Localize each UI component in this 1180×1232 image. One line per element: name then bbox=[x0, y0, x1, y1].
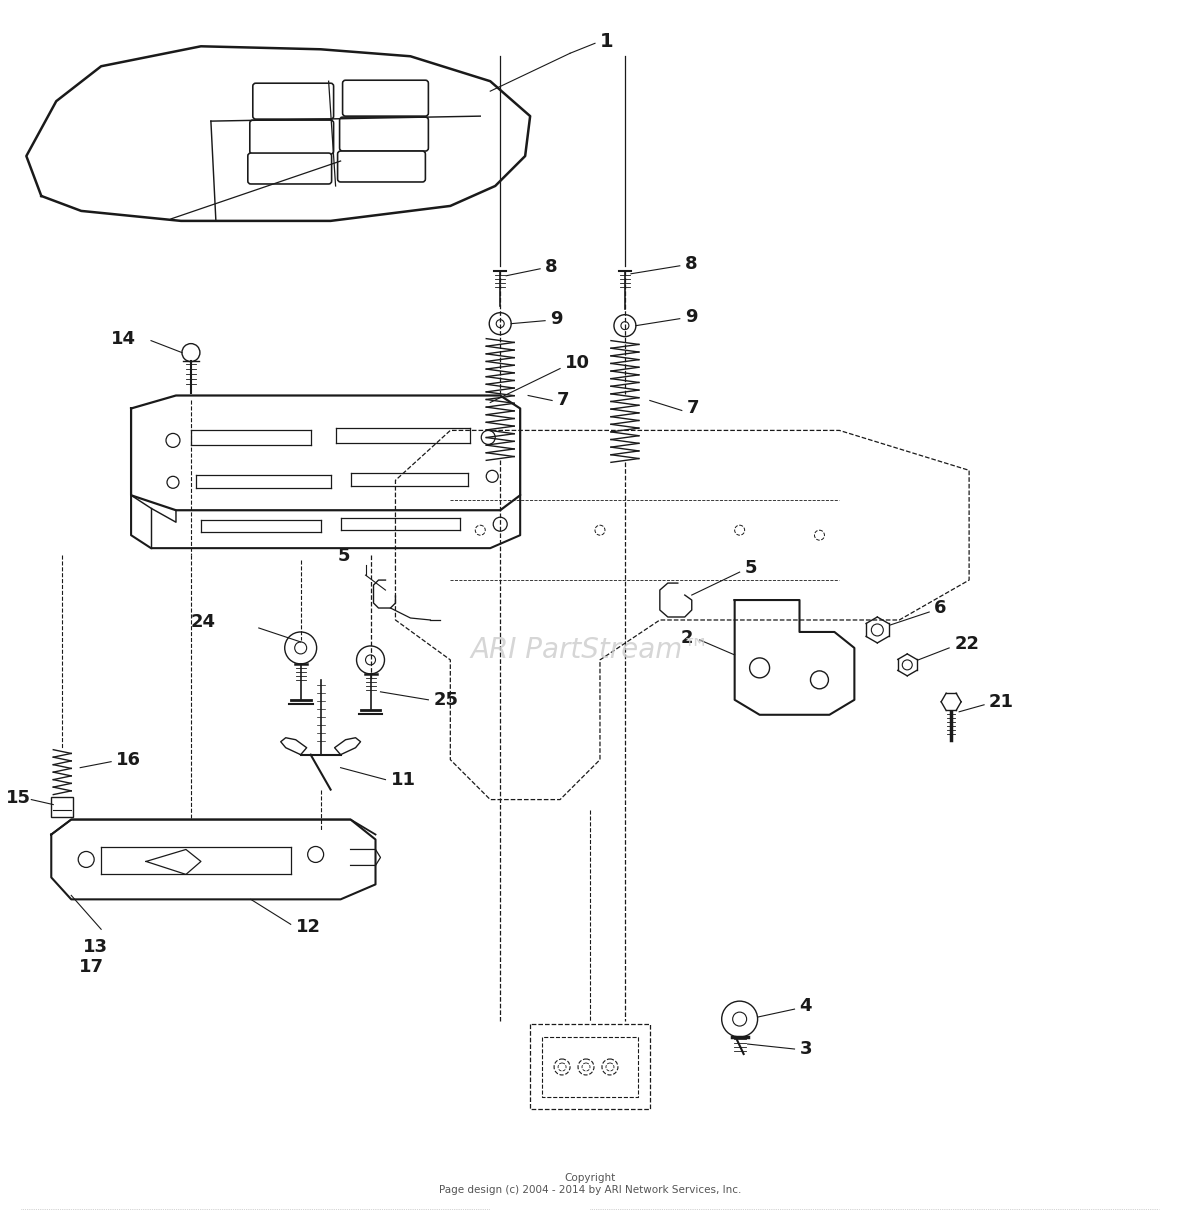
FancyBboxPatch shape bbox=[340, 117, 428, 152]
Text: 22: 22 bbox=[955, 634, 979, 653]
Text: 24: 24 bbox=[191, 614, 216, 631]
Text: 7: 7 bbox=[557, 392, 570, 409]
FancyBboxPatch shape bbox=[248, 153, 332, 184]
Text: 17: 17 bbox=[79, 958, 104, 976]
Text: 13: 13 bbox=[84, 939, 109, 956]
FancyBboxPatch shape bbox=[337, 152, 425, 182]
Text: 5: 5 bbox=[745, 559, 758, 577]
Text: 16: 16 bbox=[116, 750, 142, 769]
Text: 5: 5 bbox=[337, 547, 350, 565]
Text: 14: 14 bbox=[111, 330, 136, 347]
Text: 10: 10 bbox=[565, 354, 590, 372]
FancyBboxPatch shape bbox=[342, 80, 428, 116]
FancyBboxPatch shape bbox=[253, 84, 334, 120]
Text: 25: 25 bbox=[433, 691, 458, 708]
FancyBboxPatch shape bbox=[250, 121, 334, 154]
Text: 11: 11 bbox=[391, 771, 415, 788]
Text: Copyright
Page design (c) 2004 - 2014 by ARI Network Services, Inc.: Copyright Page design (c) 2004 - 2014 by… bbox=[439, 1173, 741, 1195]
Text: 3: 3 bbox=[800, 1040, 812, 1058]
Text: 12: 12 bbox=[296, 918, 321, 936]
Text: 1: 1 bbox=[599, 32, 614, 51]
Bar bbox=[51, 797, 73, 817]
Text: 8: 8 bbox=[684, 255, 697, 272]
Text: 9: 9 bbox=[684, 308, 697, 325]
Text: 6: 6 bbox=[935, 599, 946, 617]
Text: 21: 21 bbox=[989, 692, 1014, 711]
Text: ARI PartStream™: ARI PartStream™ bbox=[470, 636, 710, 664]
Text: 2: 2 bbox=[680, 630, 693, 647]
Text: 8: 8 bbox=[545, 257, 558, 276]
Text: 9: 9 bbox=[550, 309, 563, 328]
Text: 4: 4 bbox=[800, 997, 812, 1015]
Text: 7: 7 bbox=[687, 399, 700, 418]
Text: 15: 15 bbox=[6, 788, 32, 807]
